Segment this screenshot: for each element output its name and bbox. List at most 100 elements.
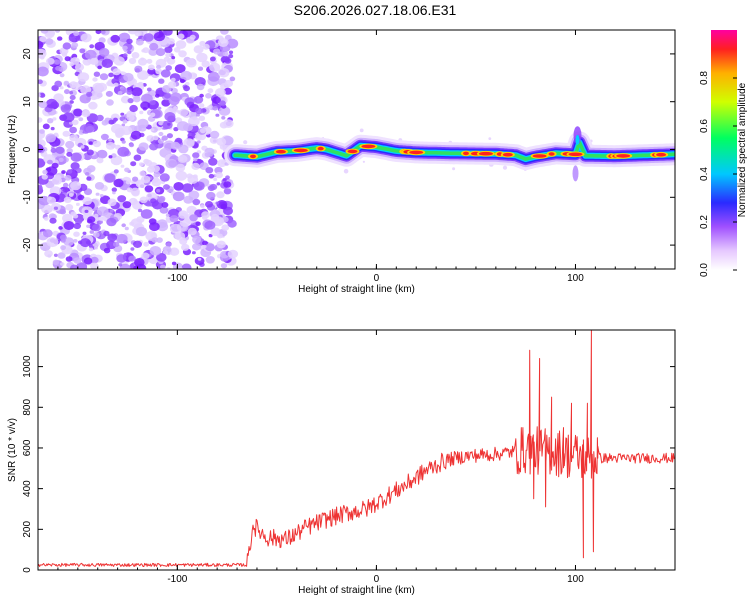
noise-blob <box>42 229 53 238</box>
noise-blob <box>193 181 205 191</box>
noise-blob <box>209 62 221 72</box>
noise-blob <box>176 121 189 131</box>
noise-blob <box>137 70 149 80</box>
noise-blob <box>74 63 85 71</box>
noise-blob <box>65 256 73 262</box>
noise-blob <box>218 67 230 78</box>
noise-blob <box>149 143 159 151</box>
noise-blob <box>138 57 148 66</box>
noise-blob <box>84 209 89 213</box>
noise-blob <box>71 42 79 48</box>
noise-blob <box>167 38 175 45</box>
noise-blob <box>225 175 230 180</box>
noise-blob <box>113 117 118 122</box>
snr-ytick-label: 600 <box>22 439 33 456</box>
noise-blob <box>158 78 165 84</box>
ridge-hotspot <box>409 150 424 155</box>
noise-blob <box>111 187 118 192</box>
noise-blob <box>62 112 75 123</box>
noise-blob <box>205 255 215 264</box>
noise-blob <box>159 206 169 214</box>
noise-blob <box>88 247 94 252</box>
noise-blob <box>85 240 92 245</box>
noise-blob <box>92 140 101 148</box>
noise-blob <box>130 218 142 228</box>
noise-blob <box>128 143 135 148</box>
noise-blob <box>223 188 232 195</box>
noise-blob <box>201 211 211 219</box>
noise-blob <box>209 136 219 144</box>
noise-blob <box>38 101 48 109</box>
noise-blob <box>46 237 59 248</box>
noise-blob <box>125 180 131 185</box>
noise-blob <box>111 123 123 134</box>
noise-blob <box>69 81 78 88</box>
noise-blob <box>112 191 116 195</box>
noise-blob <box>38 185 43 191</box>
noise-blob <box>137 81 144 87</box>
noise-blob <box>123 252 128 256</box>
noise-blob <box>216 240 226 249</box>
noise-blob <box>86 113 99 123</box>
noise-blob <box>38 117 43 123</box>
ridge-hotspot <box>361 144 376 149</box>
noise-blob <box>110 155 123 166</box>
noise-blob <box>96 157 104 164</box>
noise-blob <box>70 152 82 162</box>
snr-ytick-label: 800 <box>22 399 33 416</box>
noise-blob <box>222 178 227 182</box>
noise-blob <box>140 101 151 110</box>
noise-blob <box>223 181 232 188</box>
noise-blob <box>199 128 207 134</box>
noise-blob <box>47 118 54 124</box>
ridge-hotspot <box>502 152 513 157</box>
ridge-hotspot <box>532 154 547 158</box>
noise-blob <box>192 174 198 179</box>
noise-blob <box>63 237 75 247</box>
noise-blob <box>173 182 184 191</box>
noise-blob <box>198 103 205 108</box>
noise-blob <box>152 135 159 141</box>
noise-blob <box>169 215 179 223</box>
spectrogram-xlabel: Height of straight line (km) <box>298 284 415 295</box>
noise-blob <box>156 64 162 70</box>
noise-blob <box>70 181 82 191</box>
noise-blob <box>117 195 127 203</box>
noise-blob <box>65 204 74 211</box>
noise-blob <box>69 100 74 104</box>
noise-blob <box>46 196 57 205</box>
noise-blob <box>77 72 90 82</box>
noise-blob <box>216 137 227 146</box>
noise-blob <box>146 58 153 64</box>
noise-blob <box>64 174 72 181</box>
noise-blob <box>214 166 223 174</box>
noise-blob <box>172 191 185 202</box>
noise-blob <box>111 153 117 158</box>
spectrogram-ytick-label: -20 <box>22 237 33 252</box>
noise-blob <box>59 209 66 215</box>
noise-blob <box>126 38 133 44</box>
noise-blob <box>129 104 138 113</box>
noise-blob <box>194 256 205 266</box>
noise-blob <box>87 216 96 223</box>
noise-blob <box>147 67 156 75</box>
noise-blob <box>163 30 173 36</box>
noise-blob <box>121 123 126 127</box>
noise-blob <box>108 155 113 159</box>
noise-blob <box>55 146 65 154</box>
noise-blob <box>217 159 227 168</box>
noise-blob <box>38 40 44 49</box>
noise-blob <box>150 128 155 132</box>
noise-speck <box>243 140 248 145</box>
noise-blob <box>107 198 117 207</box>
noise-blob <box>38 66 49 77</box>
noise-blob <box>167 81 177 89</box>
colorbar-tick-label: 0.2 <box>699 215 710 229</box>
noise-blob <box>79 129 83 133</box>
noise-blob <box>175 170 188 181</box>
noise-blob <box>92 224 101 232</box>
noise-blob <box>86 176 92 181</box>
noise-blob <box>197 66 204 71</box>
